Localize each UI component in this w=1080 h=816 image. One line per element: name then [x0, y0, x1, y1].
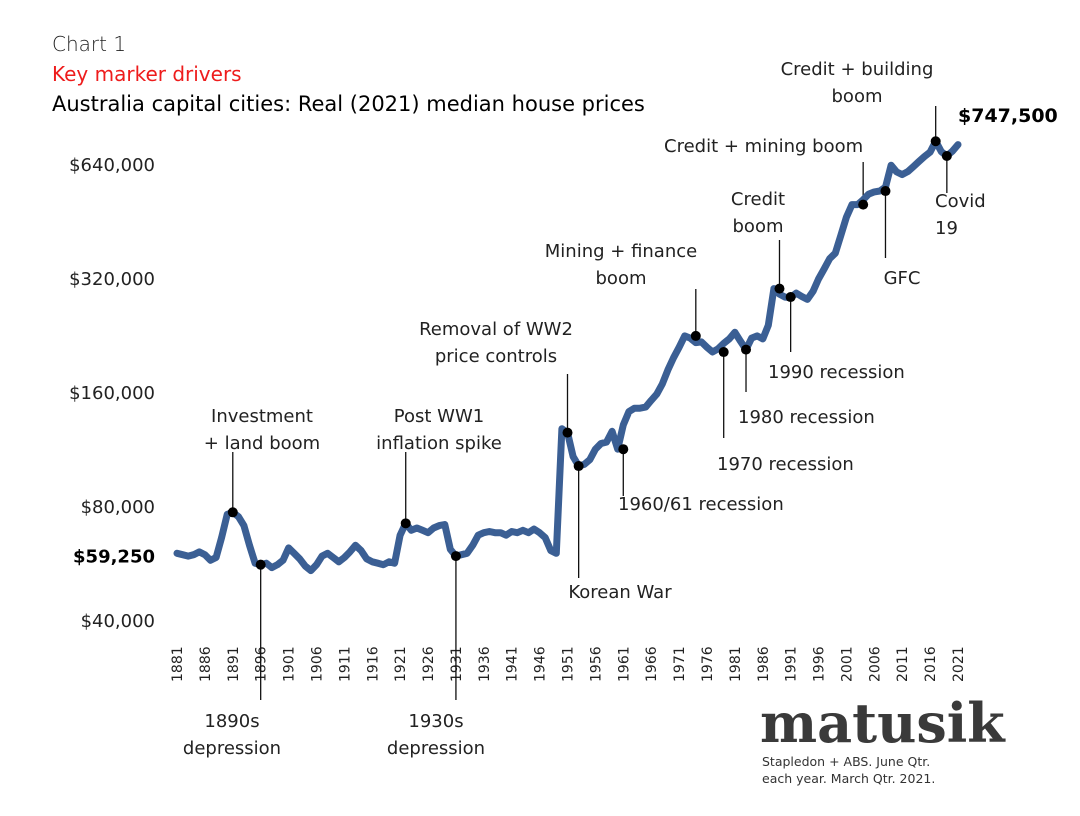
- event-marker-dot: [930, 136, 941, 147]
- annotation-label-credit-building-boom: Credit + building: [781, 59, 934, 80]
- x-tick-label: 1906: [309, 646, 325, 682]
- y-tick-label: $160,000: [69, 383, 155, 404]
- annotation-label-mining-finance-boom: boom: [596, 268, 647, 289]
- x-tick-label: 1986: [756, 646, 772, 682]
- y-tick-label: $320,000: [69, 269, 155, 290]
- annotation-leader-lines: [232, 106, 948, 700]
- annotation-label-removal-ww2-controls: price controls: [435, 346, 557, 367]
- x-tick-label: 1891: [226, 646, 242, 682]
- event-marker-dot: [227, 507, 238, 518]
- x-tick-label: 1941: [505, 646, 521, 682]
- x-tick-label: 1926: [421, 646, 437, 682]
- chart-title: Australia capital cities: Real (2021) me…: [52, 92, 645, 116]
- annotation-label-1930s-depression: 1930s: [408, 711, 463, 732]
- x-tick-label: 1896: [254, 646, 270, 682]
- annotation-label-investment-land-boom: Investment: [211, 406, 313, 427]
- annotation-label-covid-19: Covid: [935, 191, 986, 212]
- x-tick-label: 1956: [588, 646, 604, 682]
- event-marker-dot: [880, 186, 891, 197]
- y-tick-label: $80,000: [81, 497, 155, 518]
- x-tick-label: 2021: [951, 646, 967, 682]
- event-marker-dot: [941, 150, 952, 161]
- annotation-label-post-ww1-inflation: Post WW1: [394, 406, 484, 427]
- x-tick-label: 2006: [867, 646, 883, 682]
- chart-subtitle: Key marker drivers: [52, 62, 242, 86]
- matusik-logo: matusik: [760, 691, 1005, 755]
- price-series-line: [173, 137, 962, 575]
- y-tick-label: $59,250: [73, 546, 155, 567]
- annotation-label-credit-mining-boom: Credit + mining boom: [664, 136, 863, 157]
- event-marker-dot: [690, 330, 701, 341]
- y-axis-ticks: $40,000 $59,250 $80,000 $160,000 $320,000 $64…: [69, 155, 155, 632]
- x-tick-label: 2016: [923, 646, 939, 682]
- event-markers: [227, 136, 952, 570]
- x-tick-label: 1881: [170, 646, 186, 682]
- annotation-label-1970-recession: 1970 recession: [717, 454, 854, 475]
- annotation-label-1890s-depression: 1890s: [204, 711, 259, 732]
- x-tick-label: 1996: [812, 646, 828, 682]
- x-tick-label: 1911: [337, 646, 353, 682]
- event-marker-dot: [718, 347, 729, 358]
- annotation-label-credit-building-boom: boom: [832, 86, 883, 107]
- event-marker-dot: [618, 444, 629, 455]
- x-tick-label: 1991: [784, 646, 800, 682]
- event-marker-dot: [785, 292, 796, 303]
- event-marker-dot: [255, 559, 266, 570]
- x-tick-label: 1921: [393, 646, 409, 682]
- chart-number-label: Chart 1: [52, 32, 127, 56]
- y-tick-label: $640,000: [69, 155, 155, 176]
- event-marker-dot: [858, 199, 869, 210]
- annotation-label-investment-land-boom: + land boom: [204, 433, 320, 454]
- x-tick-label: 1936: [477, 646, 493, 682]
- annotation-label-covid-19: 19: [935, 218, 958, 239]
- event-marker-dot: [573, 461, 584, 472]
- event-marker-dot: [562, 427, 573, 438]
- event-marker-dot: [450, 551, 461, 562]
- y-tick-label: $40,000: [81, 611, 155, 632]
- x-tick-label: 2011: [895, 646, 911, 682]
- annotation-label-credit-boom: Credit: [731, 189, 785, 210]
- x-tick-label: 1886: [198, 646, 214, 682]
- x-tick-label: 1901: [282, 646, 298, 682]
- x-tick-label: 1931: [449, 646, 465, 682]
- x-tick-label: 1946: [533, 646, 549, 682]
- annotation-label-1980-recession: 1980 recession: [738, 407, 875, 428]
- annotation-label-1890s-depression: depression: [183, 738, 281, 759]
- x-tick-label: 1961: [616, 646, 632, 682]
- annotation-label-1990-recession: 1990 recession: [768, 362, 905, 383]
- x-tick-label: 1981: [728, 646, 744, 682]
- annotation-label-1930s-depression: depression: [387, 738, 485, 759]
- annotation-label-removal-ww2-controls: Removal of WW2: [419, 319, 573, 340]
- event-marker-dot: [741, 344, 752, 355]
- source-note-line1: Stapledon + ABS. June Qtr.: [762, 754, 931, 769]
- x-tick-label: 1971: [672, 646, 688, 682]
- annotation-label-gfc: GFC: [884, 268, 921, 289]
- annotation-label-credit-boom: boom: [733, 216, 784, 237]
- x-tick-label: 1966: [644, 646, 660, 682]
- annotation-labels: Investment + land boom 1890s depression Post…: [183, 59, 986, 759]
- x-axis-ticks: 1881 1886 1891 1896 1901 1906 1911 1916 1921 1926…: [170, 646, 967, 682]
- x-tick-label: 1916: [365, 646, 381, 682]
- event-marker-dot: [774, 283, 785, 294]
- x-tick-label: 2001: [839, 646, 855, 682]
- source-note-line2: each year. March Qtr. 2021.: [762, 771, 936, 786]
- x-tick-label: 1976: [700, 646, 716, 682]
- annotation-label-post-ww1-inflation: inflation spike: [376, 433, 502, 454]
- event-marker-dot: [400, 518, 411, 529]
- x-tick-label: 1951: [561, 646, 577, 682]
- annotation-label-1960-61-recession: 1960/61 recession: [618, 494, 784, 515]
- end-value-label: $747,500: [958, 105, 1058, 127]
- annotation-label-mining-finance-boom: Mining + finance: [545, 241, 697, 262]
- annotation-label-korean-war: Korean War: [568, 582, 672, 603]
